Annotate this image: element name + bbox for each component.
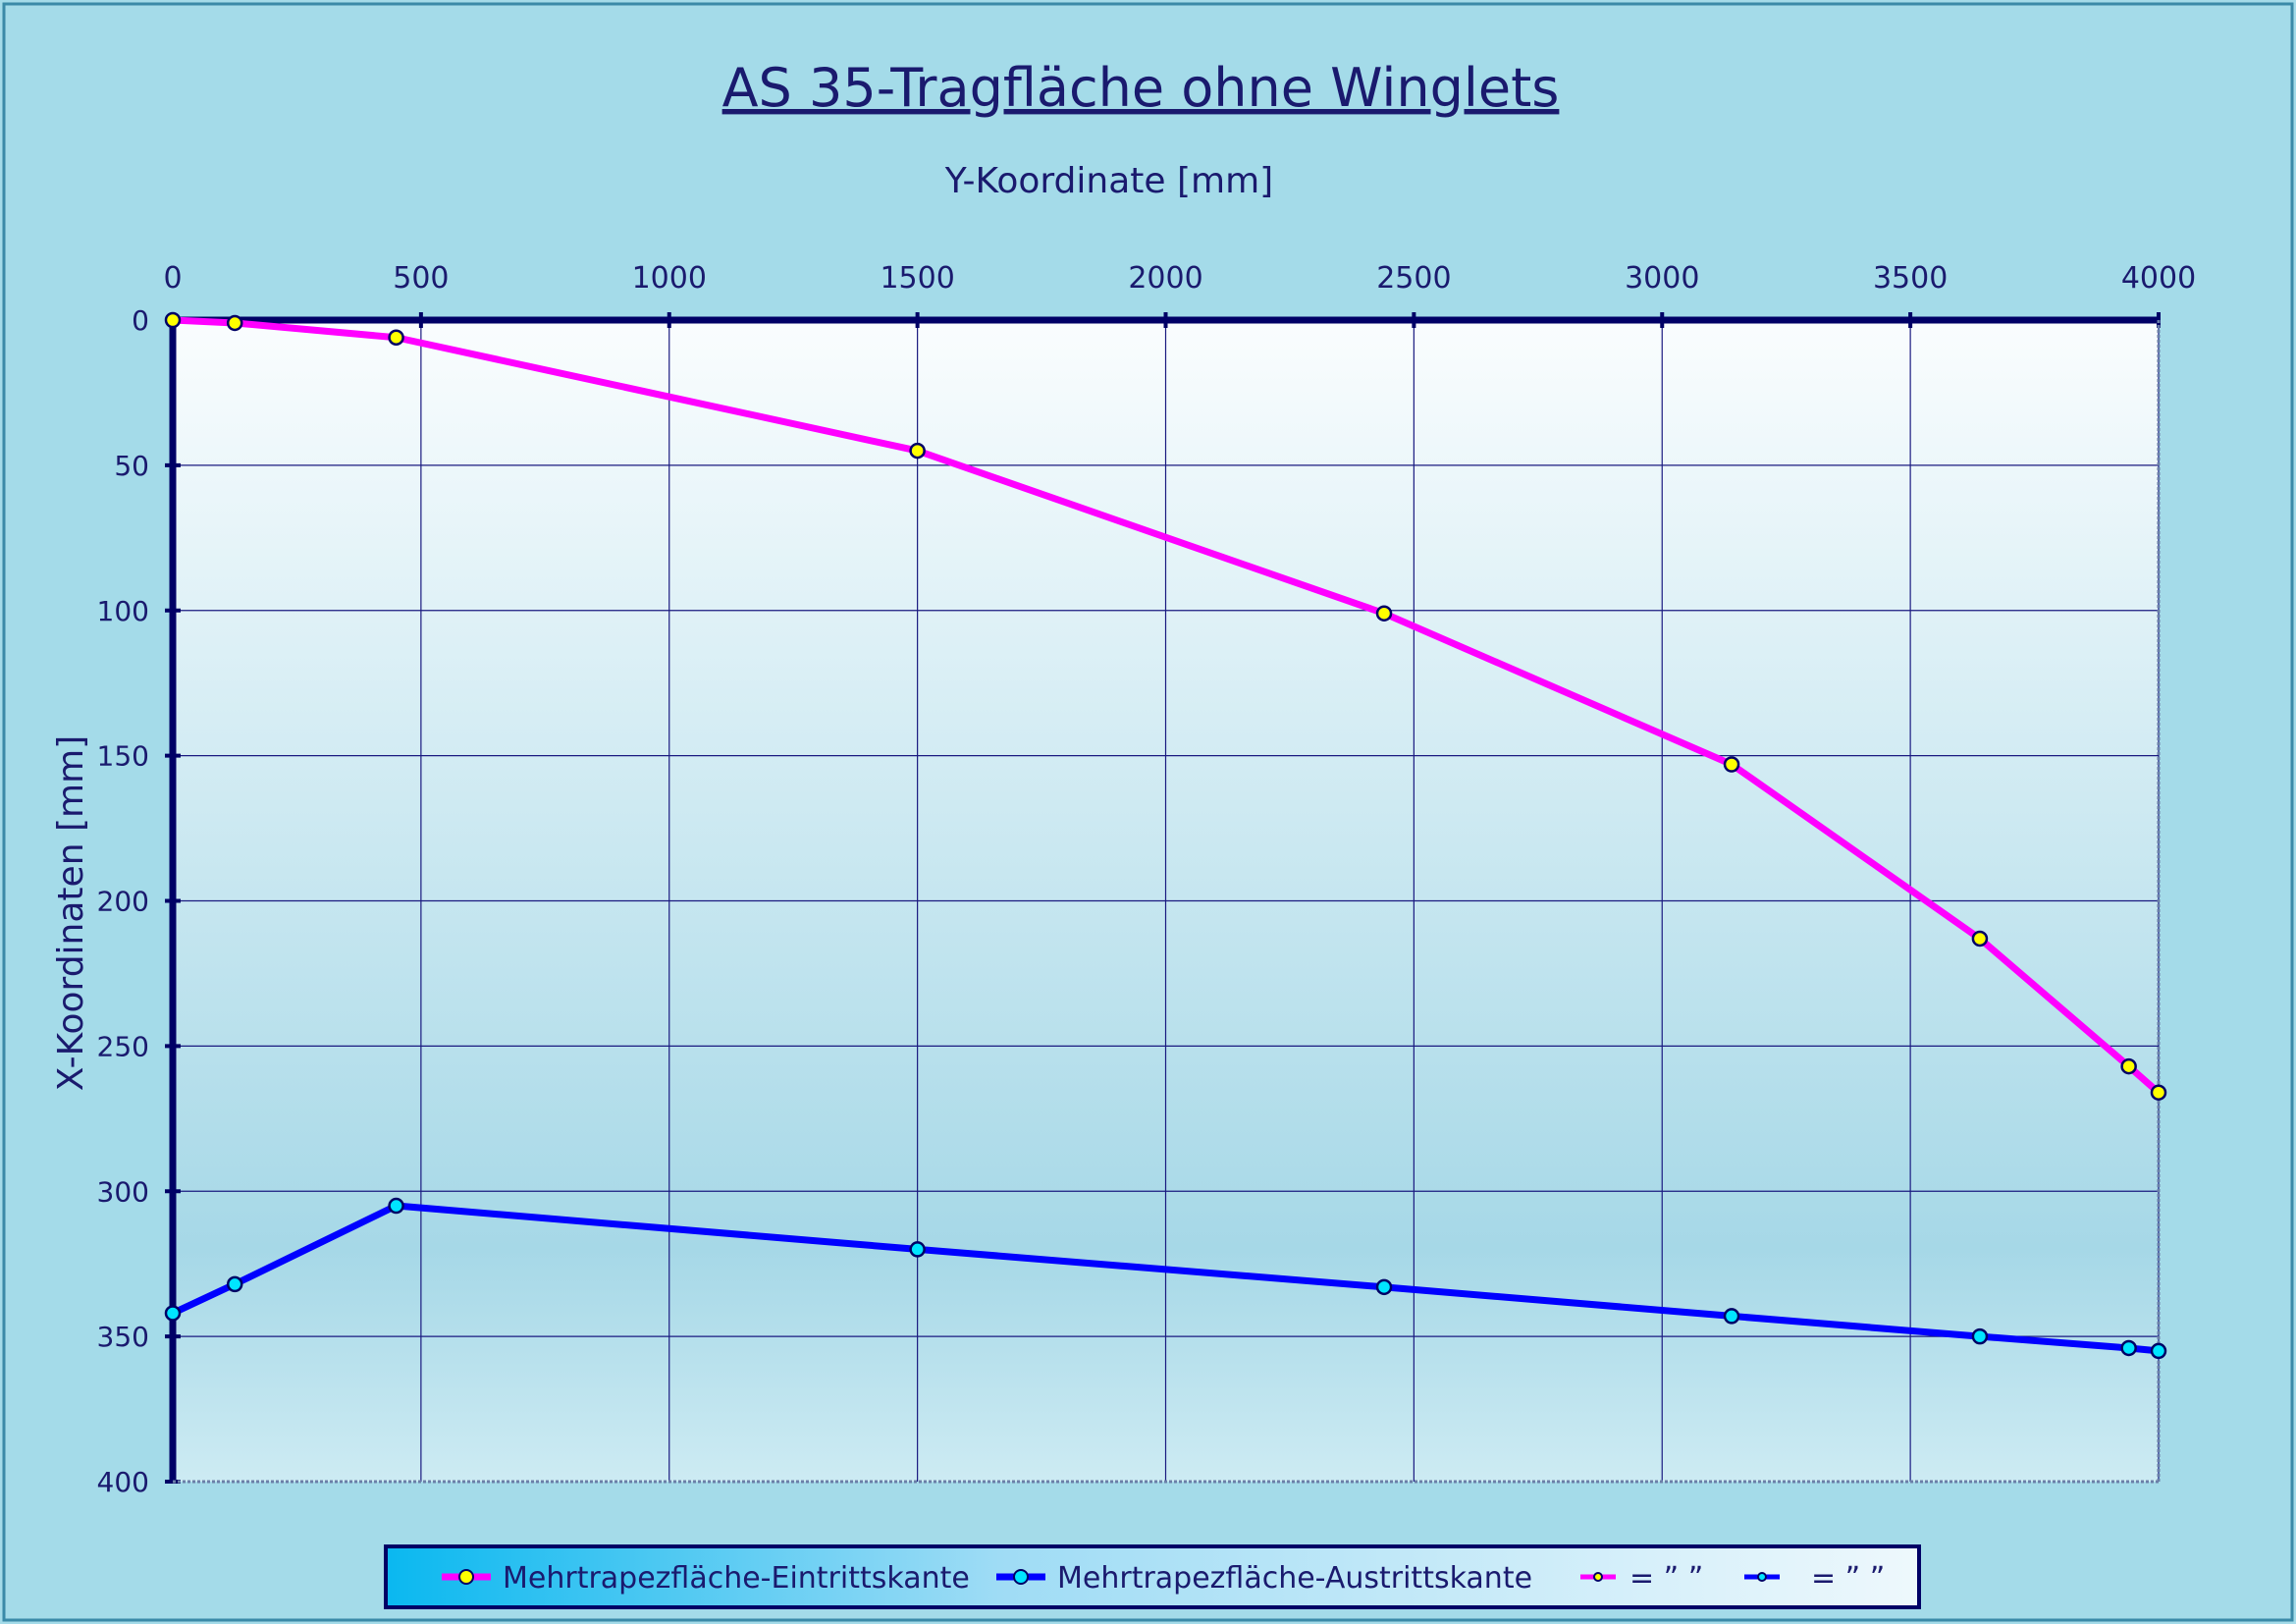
data-point [1723,756,1740,773]
legend-label: = ” ” [1811,1561,1885,1596]
legend-item-2: Mehrtrapezfläche-Austrittskante [996,1561,1532,1596]
data-point [388,329,404,346]
legend-marker [1757,1572,1767,1582]
data-point [909,442,926,460]
series-layer [164,311,2167,1360]
data-point [2150,1342,2167,1360]
legend-item-1: Mehrtrapezfläche-Eintrittskante [442,1561,970,1596]
y-tick-label: 250 [97,1030,149,1062]
data-point [1375,605,1393,622]
data-point [1971,930,1989,947]
data-point [164,1305,182,1322]
x-tick-label: 0 [163,261,182,296]
legend-item-3: = ” ” [1580,1561,1703,1596]
data-point [2150,1084,2167,1101]
y-tick-label: 50 [114,450,149,482]
legend-marker [1013,1569,1029,1585]
x-tick-label: 1000 [632,261,707,296]
data-point [1723,1308,1740,1325]
data-point [1375,1278,1393,1296]
data-point [1971,1327,1989,1345]
x-tick-label: 500 [393,261,449,296]
y-tick-label: 200 [97,886,149,918]
legend-label: Mehrtrapezfläche-Austrittskante [1057,1561,1532,1596]
chart-title: AS 35-Tragfläche ohne Winglets [722,57,1560,119]
x-tick-label: 3500 [1873,261,1948,296]
x-tick-label: 1500 [880,261,954,296]
legend-label: Mehrtrapezfläche-Eintrittskante [503,1561,970,1596]
x-tick-labels: 0 500 1000 1500 2000 2500 3000 3500 4000 [163,261,2196,296]
series-1 [164,311,2167,1101]
legend-label: = ” ” [1629,1561,1703,1596]
data-point [2120,1057,2137,1075]
x-tick-label: 4000 [2121,261,2196,296]
legend-items: Mehrtrapezfläche-Eintrittskante Mehrtrape… [442,1561,1885,1596]
y-axis-title: X-Koordinaten [mm] [51,735,91,1091]
legend-box [384,1544,1921,1609]
x-tick-label: 2000 [1128,261,1202,296]
legend-item-4: = ” ” [1744,1561,1885,1596]
y-tick-label: 350 [97,1321,149,1353]
data-point [226,1275,243,1293]
y-tick-label: 400 [97,1466,149,1498]
data-point [2120,1339,2137,1357]
y-tick-label: 100 [97,595,149,627]
x-tick-label: 3000 [1625,261,1699,296]
y-tick-label: 300 [97,1175,149,1208]
data-point [164,311,182,329]
y-tick-label: 150 [97,740,149,773]
grid-lines [173,320,2160,1482]
x-tick-label: 2500 [1376,261,1451,296]
x-axis-title: Y-Koordinate [mm] [944,161,1273,201]
data-point [909,1241,926,1258]
legend: Mehrtrapezfläche-Eintrittskante Mehrtrape… [384,1544,1921,1609]
series-2 [164,1197,2167,1360]
legend-marker [458,1569,474,1585]
y-tick-labels: 0 50 100 150 200 250 300 350 400 [97,304,149,1498]
legend-marker [1593,1572,1603,1582]
data-point [226,314,243,332]
y-tick-label: 0 [132,304,149,337]
data-point [388,1197,404,1215]
